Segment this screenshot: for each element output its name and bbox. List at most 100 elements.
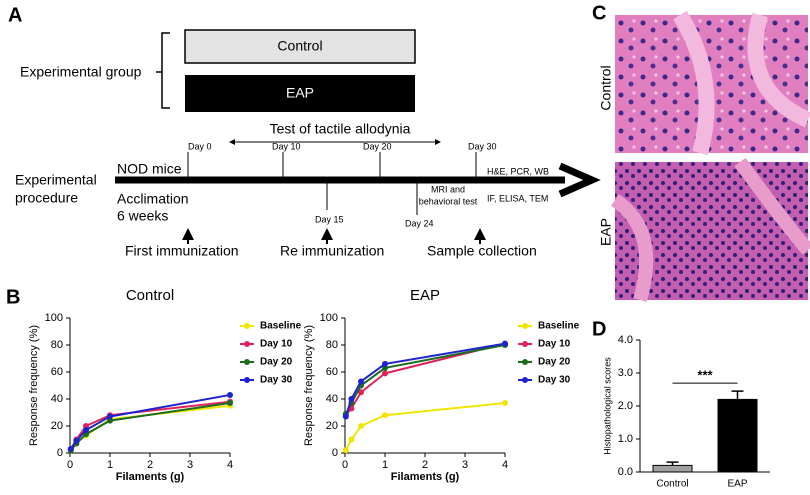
x-tick-label: 4 (227, 459, 233, 471)
y-tick-label: 40 (326, 393, 338, 405)
data-point (67, 445, 74, 452)
data-point (107, 413, 113, 420)
y-axis-label: Histopathological scores (602, 357, 612, 455)
group-box (185, 75, 415, 112)
histology-stroma (610, 157, 810, 302)
panel-label: A (8, 4, 22, 26)
x-tick-label: 2 (422, 459, 428, 471)
legend-dot (244, 323, 250, 329)
day: Day 30 (468, 141, 497, 151)
error-bar (731, 390, 744, 400)
x-axis-label: Filaments (g) (391, 471, 460, 483)
legend-label: Day 20 (538, 357, 571, 368)
x-tick-label: 2 (147, 459, 153, 471)
day-ticks (187, 152, 477, 215)
series-line (344, 344, 506, 415)
acclimation: Acclimation (117, 191, 189, 207)
assay: H&E, PCR, WB (487, 166, 549, 176)
day: Day 10 (272, 141, 301, 151)
series-line (69, 404, 231, 451)
panel-label: C (592, 2, 606, 24)
panel-label: D (592, 318, 606, 340)
data-point (227, 400, 233, 407)
data-point (358, 389, 364, 396)
y-tick-label: 4.0 (618, 334, 633, 346)
acclimation: 6 weeks (117, 208, 168, 224)
x-axis-label: Filaments (g) (116, 471, 185, 483)
y-tick-label: 100 (320, 312, 338, 324)
group-label: Experimental group (20, 64, 142, 80)
data-point (358, 378, 364, 385)
day: Day 20 (363, 141, 392, 151)
y-tick-label: 20 (326, 420, 338, 432)
y-tick-label: 60 (326, 366, 338, 378)
bracket (156, 32, 170, 109)
significance: *** (697, 368, 713, 383)
group-name: Control (277, 38, 322, 54)
chart-title: Control (126, 287, 174, 304)
x-tick-label: EAP (727, 479, 747, 490)
x-tick-label: 1 (382, 459, 388, 471)
legend-label: Day 30 (260, 375, 293, 386)
legend-dot (522, 377, 528, 383)
data-point (382, 412, 388, 419)
legend-dot (522, 323, 528, 329)
data-point (227, 391, 233, 398)
y-tick-label: 20 (51, 420, 63, 432)
data-point (348, 436, 355, 443)
y-axis-label: Response frequency (%) (28, 325, 40, 446)
group-name: EAP (286, 85, 314, 101)
day: Day 15 (315, 214, 344, 224)
chart-title: EAP (410, 287, 440, 304)
y-tick-label: 0.0 (618, 466, 633, 478)
histology-stroma (673, 10, 810, 156)
legend-label: Day 10 (538, 339, 571, 350)
legend-dot (244, 377, 250, 383)
x-tick-label: 4 (502, 459, 508, 471)
y-tick-label: 100 (45, 312, 63, 324)
event: Sample collection (427, 243, 537, 259)
legend-label: Baseline (260, 321, 302, 332)
legend-label: Day 20 (260, 357, 293, 368)
data-point (382, 370, 388, 377)
data-point (83, 427, 89, 434)
group-box (184, 29, 416, 64)
bar (652, 464, 693, 473)
y-tick-label: 80 (51, 339, 63, 351)
y-axis-label: Response frequency (%) (303, 325, 315, 446)
x-tick-label: 3 (187, 459, 193, 471)
legend-label: Day 10 (260, 339, 293, 350)
x-tick-label: 0 (67, 459, 73, 471)
event: First immunization (125, 243, 239, 259)
timeline-head (558, 162, 601, 198)
y-tick-label: 0 (57, 447, 63, 459)
data-point (342, 447, 349, 454)
event-arrows (182, 228, 486, 244)
y-tick-label: 0 (332, 447, 338, 459)
legend-dot (244, 341, 250, 347)
data-point (342, 413, 349, 420)
day: Day 0 (188, 141, 212, 151)
legend-label: Day 30 (538, 375, 571, 386)
mri: MRI and (431, 184, 465, 194)
image-label: EAP (598, 218, 614, 246)
animal: NOD mice (117, 161, 182, 177)
procedure-label: Experimental (15, 172, 97, 188)
data-point (382, 360, 388, 367)
bar (717, 398, 758, 473)
y-tick-label: 80 (326, 339, 338, 351)
legend-dot (522, 341, 528, 347)
y-tick-label: 1.0 (618, 433, 633, 445)
assay: IF, ELISA, TEM (487, 193, 548, 203)
mri: behavioral test (419, 196, 478, 206)
panel-label: B (6, 286, 20, 308)
event: Re immunization (280, 243, 384, 259)
day: Day 24 (405, 218, 434, 228)
data-point (358, 423, 364, 429)
series-line (344, 402, 506, 451)
legend-label: Baseline (538, 321, 580, 332)
data-point (502, 400, 508, 407)
y-tick-label: 3.0 (618, 367, 633, 379)
test-label: Test of tactile allodynia (270, 121, 411, 137)
